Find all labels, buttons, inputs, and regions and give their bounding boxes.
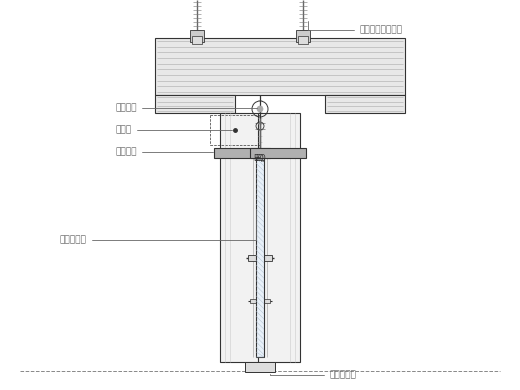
Bar: [325, 95, 405, 113]
Text: 移门滑轨: 移门滑轨: [115, 103, 257, 112]
Bar: [155, 38, 405, 95]
Bar: [220, 113, 262, 362]
Bar: [250, 299, 270, 303]
Bar: [248, 255, 272, 261]
Text: 钢化玻璃门: 钢化玻璃门: [60, 209, 256, 245]
Text: EQ: EQ: [254, 154, 264, 163]
Bar: [258, 113, 300, 362]
Bar: [256, 158, 264, 357]
Text: 地面完成面: 地面完成面: [270, 370, 357, 379]
Bar: [296, 30, 310, 42]
Bar: [250, 148, 306, 158]
Bar: [245, 362, 275, 372]
Bar: [155, 95, 235, 113]
Text: 金属饰面: 金属饰面: [115, 147, 213, 156]
Bar: [298, 36, 308, 44]
Circle shape: [257, 106, 263, 112]
Text: EQ: EQ: [256, 154, 266, 163]
Bar: [214, 148, 270, 158]
Text: 电机（预留电源）: 电机（预留电源）: [308, 21, 403, 34]
Bar: [190, 30, 204, 42]
Bar: [192, 36, 202, 44]
Text: 感应器: 感应器: [115, 126, 232, 135]
